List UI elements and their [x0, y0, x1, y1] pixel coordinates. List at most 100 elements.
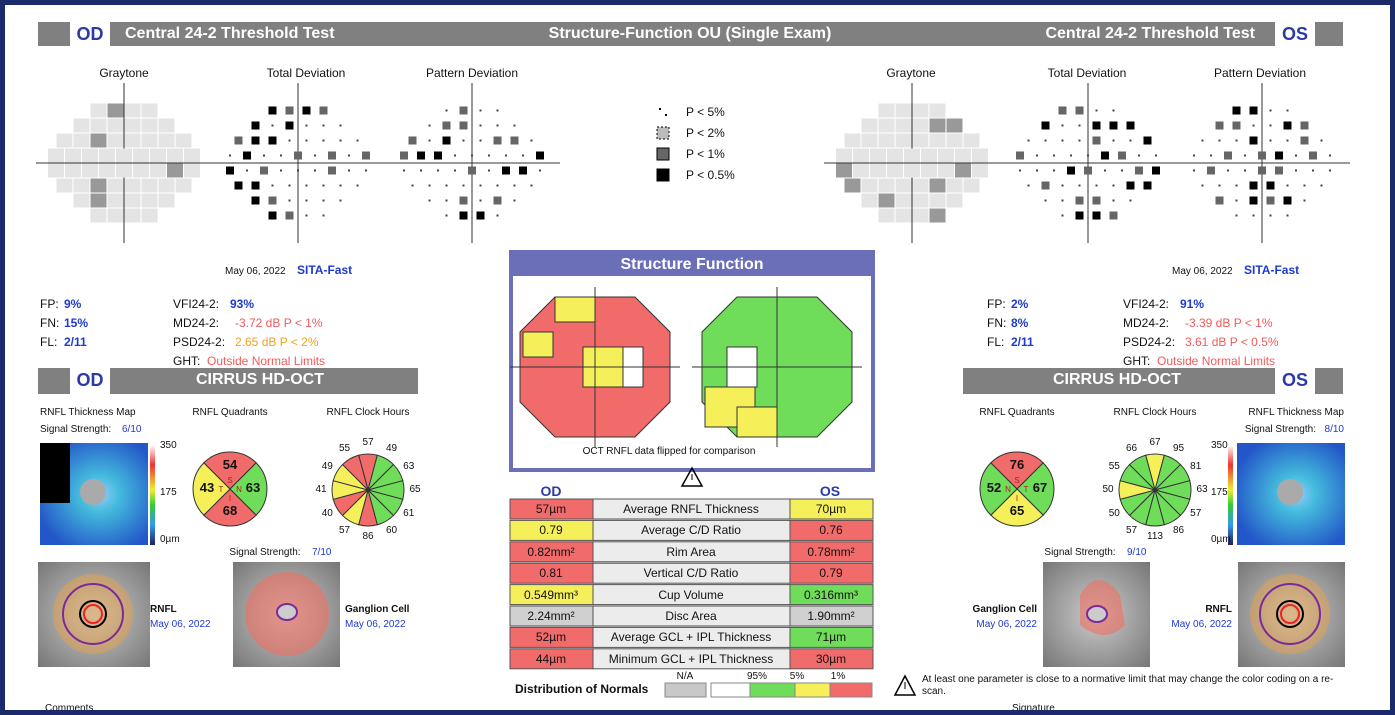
p-symbol	[251, 196, 260, 205]
os-cell	[789, 626, 874, 648]
p95-label: 95%	[746, 671, 768, 682]
p-symbol	[314, 154, 316, 157]
p-symbol	[243, 151, 251, 160]
p-symbol	[1303, 184, 1306, 187]
p-symbol	[1053, 169, 1055, 172]
graytone-cell	[963, 133, 980, 148]
p-symbol	[1249, 196, 1258, 205]
graytone-cell	[65, 148, 81, 163]
psd-label: PSD24-2:	[173, 335, 226, 349]
p-symbol	[339, 124, 342, 127]
p-symbol	[1041, 121, 1050, 130]
clock-value: 95	[1172, 443, 1185, 455]
graytone-cell	[878, 133, 895, 148]
clock-value: 63	[1196, 484, 1208, 495]
row-label: Disc Area	[665, 609, 717, 623]
graytone-cell	[844, 178, 861, 193]
map-label: RNFL Thickness Map	[1248, 407, 1344, 418]
p-symbol	[442, 136, 451, 145]
p-symbol	[428, 124, 431, 127]
graytone-cell	[904, 163, 920, 178]
fn-value: 8%	[1011, 316, 1029, 330]
p-symbol	[479, 109, 482, 112]
graytone-cell	[90, 193, 107, 208]
quadrant-value: 43	[199, 480, 215, 495]
p-symbol	[365, 169, 367, 172]
p-symbol	[1283, 121, 1292, 130]
p-symbol	[1070, 154, 1072, 157]
p-symbol	[493, 136, 502, 145]
graytone-cell	[48, 148, 64, 163]
scale-label: 175	[160, 487, 177, 498]
p-symbol	[496, 214, 499, 217]
p-symbol	[1249, 106, 1258, 115]
quadrant	[990, 451, 1044, 490]
p-symbol	[234, 181, 243, 190]
quadrants-label: RNFL Quadrants	[192, 407, 268, 418]
p-symbol	[1193, 154, 1195, 157]
oct-eye: OD	[76, 370, 104, 390]
p-symbol	[496, 109, 499, 112]
scale-label: 0µm	[160, 534, 180, 545]
p-symbol	[362, 151, 370, 160]
p-symbol	[1061, 199, 1064, 202]
od-value: 2.24mm²	[527, 609, 575, 623]
p-symbol	[305, 139, 308, 142]
legend-symbol	[656, 147, 670, 161]
p-symbol	[285, 106, 294, 115]
p-symbol	[1155, 154, 1157, 157]
clock-value: 49	[321, 460, 333, 472]
quadrant-letter: T	[1023, 485, 1029, 494]
p-symbol	[1126, 181, 1135, 190]
graytone-cell	[836, 148, 852, 163]
p-symbol	[1235, 214, 1238, 217]
clock-sector	[341, 454, 369, 492]
clock-value: 66	[1125, 443, 1138, 455]
clock-value: 65	[409, 484, 421, 495]
graytone-cell	[167, 148, 183, 163]
graytone-cell	[878, 178, 895, 193]
fp-value: 2%	[1011, 297, 1029, 311]
quadrant-letter: S	[1014, 476, 1020, 485]
p-symbol	[1218, 184, 1221, 187]
quadrant-value: 54	[222, 457, 238, 472]
quadrant-letter: T	[218, 485, 224, 494]
oct-title: CIRRUS HD-OCT	[1053, 371, 1181, 388]
graytone-cell	[90, 118, 107, 133]
p-symbol	[462, 139, 465, 142]
ght-value: Outside Normal Limits	[207, 354, 326, 368]
row-label: Cup Volume	[658, 587, 724, 602]
quadrant-value: 65	[1009, 503, 1025, 518]
p-symbol	[328, 166, 336, 175]
p-symbol	[328, 151, 336, 160]
p-symbol	[251, 121, 260, 130]
p-symbol	[539, 169, 541, 172]
graytone-cell	[48, 163, 64, 178]
field-label: Pattern Deviation	[1213, 66, 1307, 80]
os-cell	[789, 541, 874, 563]
p-symbol	[403, 169, 405, 172]
graytone-cell	[133, 163, 149, 178]
p-symbol	[1249, 181, 1258, 190]
graytone-cell	[141, 178, 158, 193]
p-symbol	[476, 211, 485, 220]
p-symbol	[251, 181, 260, 190]
p-symbol	[271, 184, 274, 187]
clock-value: 86	[1172, 524, 1185, 536]
gcl-signal-label: Signal Strength:	[1044, 547, 1116, 558]
p-symbol	[280, 154, 282, 157]
p-symbol	[294, 151, 302, 160]
graytone-cell	[895, 103, 912, 118]
p-symbol	[1244, 169, 1246, 172]
p-symbol	[1121, 169, 1123, 172]
exam-date: May 06, 2022	[1172, 266, 1233, 277]
p-symbol	[1249, 136, 1258, 145]
p-symbol	[1075, 106, 1084, 115]
p-symbol	[1067, 166, 1075, 175]
p-symbol	[1075, 196, 1084, 205]
p-symbol	[339, 139, 342, 142]
graytone-cell	[955, 148, 971, 163]
p-symbol	[1201, 139, 1204, 142]
p-symbol	[1129, 139, 1132, 142]
sf-title: Structure Function	[620, 256, 764, 273]
